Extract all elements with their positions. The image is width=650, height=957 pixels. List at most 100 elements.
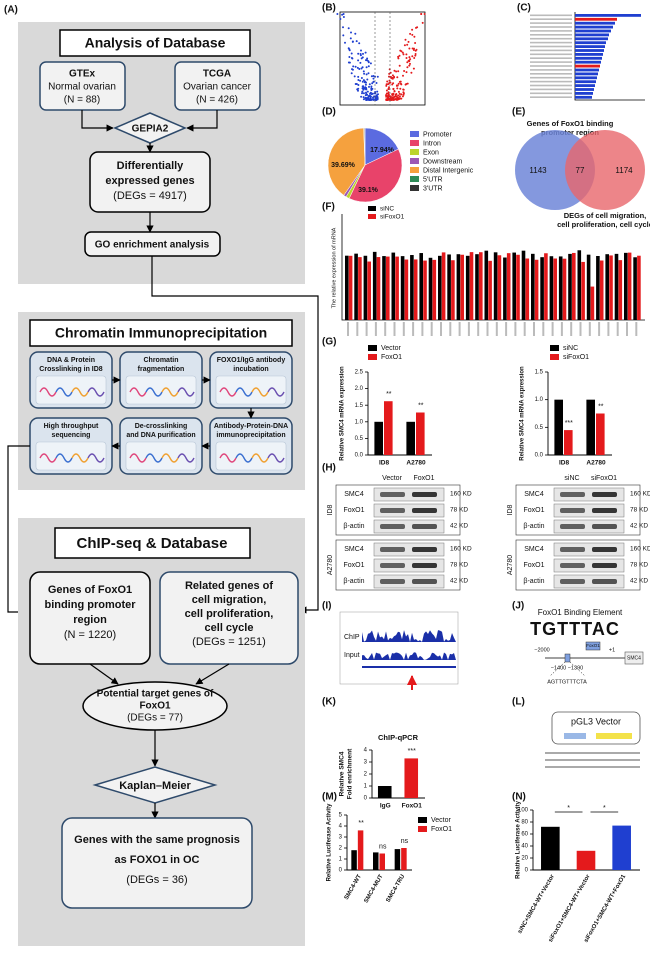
axis-label: Relative SMC4 mRNA expression [520, 366, 526, 461]
dna-icon [71, 387, 89, 397]
volcano-dot [398, 80, 401, 83]
go-bar [575, 76, 597, 80]
y-tick-label: 60 [521, 832, 528, 838]
go-label-stub [530, 37, 572, 40]
gene-bar [506, 253, 511, 320]
y-tick-label: 3 [364, 760, 368, 766]
go-bar [575, 29, 611, 33]
legend-swatch [410, 140, 419, 146]
node-text: Potential target genes of [97, 689, 214, 700]
annotation: ns [401, 838, 409, 845]
y-tick-label: 0.0 [355, 453, 364, 459]
volcano-dot [411, 33, 414, 36]
gene-bar [413, 259, 418, 320]
volcano-dot [349, 37, 352, 40]
pie-slice [327, 127, 366, 196]
band [380, 508, 405, 513]
volcano-dot [365, 99, 368, 101]
gene-label-stub [486, 322, 489, 336]
go-bar [575, 64, 600, 68]
volcano-dot [414, 53, 417, 55]
gene-bar [438, 255, 442, 320]
volcano-dot [413, 57, 416, 59]
node-text: cell proliferation, [185, 608, 274, 620]
legend-label: Downstream [423, 158, 462, 165]
volcano-dot [385, 83, 388, 86]
band [592, 492, 617, 497]
volcano-dot [385, 89, 388, 92]
volcano-dot [375, 97, 378, 100]
gene-bar [423, 260, 427, 320]
protein-label: SMC4 [524, 491, 544, 498]
volcano-dot [395, 95, 397, 98]
protein-label: β-actin [343, 523, 364, 530]
factor-box [585, 641, 601, 651]
blot-frame [335, 539, 461, 591]
sequence-stub [545, 766, 640, 768]
gene-label-stub [523, 322, 526, 336]
node-text: region [73, 614, 107, 626]
legend-label: Promoter [423, 131, 452, 138]
axis-label: Relative SMC4 [339, 751, 346, 796]
volcano-dot [339, 18, 342, 20]
node-text: GO enrichment analysis [95, 240, 210, 251]
y-tick-label: 100 [518, 808, 529, 814]
venn-title: promoter region [541, 128, 599, 137]
venn-title: Genes of FoxO1 binding [527, 119, 614, 128]
x-tick-label: SMC4-MUT [364, 874, 385, 905]
volcano-dot [362, 98, 365, 101]
arrow [186, 110, 218, 132]
y-tick-label: 0.5 [355, 436, 364, 442]
volcano-dot [367, 96, 370, 99]
dna-icon [251, 453, 269, 463]
protein-label: β-actin [343, 578, 364, 585]
band [380, 547, 405, 552]
volcano-dot [391, 94, 394, 97]
gene-bar [465, 255, 470, 320]
legend-swatch [550, 354, 559, 360]
volcano-dot [361, 66, 364, 69]
gene-bar [544, 253, 548, 320]
volcano-dot [372, 80, 375, 83]
blot-frame [515, 484, 641, 536]
step-text: High throughput [44, 423, 99, 430]
gene-label-stub [402, 322, 405, 336]
volcano-dot [408, 64, 411, 67]
node-text: (N = 426) [196, 95, 238, 106]
step-text: Crosslinking in ID8 [39, 366, 103, 373]
bar [374, 421, 383, 455]
volcano-dot [388, 75, 390, 78]
x-tick-label: siNC+SMC4-WT+Vector [517, 873, 556, 935]
protein-label: β-actin [523, 523, 544, 530]
gene-label-stub [421, 322, 424, 336]
volcano-dot [366, 90, 369, 93]
volcano-dot [359, 61, 362, 64]
protein-label: FoxO1 [343, 507, 364, 514]
band [412, 579, 437, 584]
volcano-dot [392, 88, 395, 90]
size-label: 160 KD [630, 546, 650, 553]
volcano-dot [368, 99, 371, 101]
step-text: and DNA purification [126, 432, 195, 439]
step-text: incubation [233, 366, 268, 373]
go-bar [575, 33, 609, 37]
cell-line-label: A2780 [327, 555, 334, 575]
legend-swatch [410, 176, 419, 182]
volcano-dot [366, 59, 368, 62]
band [560, 508, 585, 513]
volcano-dot [362, 52, 364, 55]
volcano-dot [411, 55, 414, 58]
gene-label-stub [495, 322, 498, 336]
volcano-dot [406, 61, 409, 64]
volcano-dot [357, 79, 360, 81]
volcano-dot [342, 34, 345, 37]
annotation: ** [598, 403, 604, 410]
pie-slice [364, 127, 399, 166]
volcano-dot [364, 94, 367, 97]
volcano-dot [367, 72, 370, 75]
y-tick-label: 5 [339, 813, 343, 819]
volcano-dot [351, 40, 354, 43]
volcano-dot [407, 40, 410, 43]
gene-bar [558, 256, 563, 320]
volcano-dot [409, 58, 412, 61]
